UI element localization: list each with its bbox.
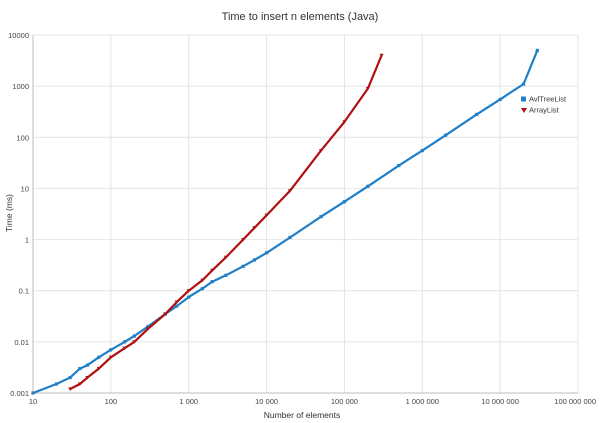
data-point <box>77 382 82 386</box>
data-point <box>366 184 370 188</box>
data-point <box>132 334 136 338</box>
tick-labels: 0.001 0.01 0.1 1 10 100 1000 10000 10 100 1 000 10 … <box>8 31 596 406</box>
y-tick-label: 0.1 <box>19 287 29 296</box>
data-point <box>146 324 150 329</box>
data-point <box>163 312 168 317</box>
grid-lines <box>32 34 579 394</box>
legend-swatch <box>521 96 526 102</box>
x-tick-label: 1 000 <box>179 397 198 406</box>
data-point <box>109 348 113 352</box>
x-tick-label: 1 000 000 <box>406 397 439 406</box>
data-point <box>200 278 205 283</box>
y-axis-title: Time (ms) <box>4 194 14 232</box>
data-point <box>397 163 401 168</box>
x-tick-label: 10 <box>29 397 37 406</box>
x-axis-title: Number of elements <box>264 410 341 420</box>
legend-swatch <box>521 108 527 113</box>
x-tick-label: 10 000 <box>255 397 278 406</box>
data-point <box>132 340 137 344</box>
data-point <box>187 295 191 299</box>
series-line <box>32 49 539 395</box>
data-point <box>210 268 215 273</box>
data-point <box>342 200 347 204</box>
data-point <box>264 213 269 218</box>
data-point <box>318 148 323 153</box>
data-point <box>521 82 526 86</box>
series-line <box>69 54 383 390</box>
legend-label: AvlTreeList <box>529 95 567 104</box>
data-point <box>186 289 191 293</box>
y-tick-label: 100 <box>16 133 29 142</box>
data-point <box>319 215 323 219</box>
data-point <box>264 251 269 255</box>
series-layer <box>31 48 539 395</box>
data-point <box>241 237 246 242</box>
data-point <box>78 366 82 371</box>
data-point <box>68 376 72 380</box>
data-point <box>252 258 257 262</box>
y-tick-label: 10000 <box>8 31 29 40</box>
data-point <box>241 264 245 268</box>
x-tick-label: 100 <box>105 397 118 406</box>
x-tick-label: 100 000 <box>331 397 358 406</box>
data-point <box>252 226 257 230</box>
y-tick-label: 0.001 <box>10 389 29 398</box>
data-point <box>175 304 179 308</box>
data-point <box>288 235 292 240</box>
x-tick-label: 10 000 000 <box>481 397 519 406</box>
data-point <box>535 48 539 52</box>
data-point <box>85 376 90 380</box>
data-point <box>224 273 228 277</box>
data-point <box>475 112 479 117</box>
series-arraylist <box>68 53 384 391</box>
y-tick-label: 1 <box>25 236 29 245</box>
data-point <box>420 148 424 153</box>
x-tick-label: 100 000 000 <box>554 397 596 406</box>
data-point <box>85 363 90 367</box>
y-tick-label: 1000 <box>12 82 29 91</box>
chart-title: Time to insert n elements (Java) <box>222 11 379 23</box>
data-point <box>122 340 127 344</box>
data-point <box>223 255 228 260</box>
data-point <box>288 189 293 193</box>
axes <box>32 35 578 394</box>
data-point <box>96 366 101 371</box>
data-point <box>68 387 73 391</box>
data-point <box>444 133 448 137</box>
data-point <box>146 327 151 331</box>
y-tick-label: 0.01 <box>14 338 29 347</box>
data-point <box>174 300 179 305</box>
data-point <box>365 86 370 91</box>
data-point <box>108 355 113 360</box>
data-point <box>31 391 35 395</box>
data-point <box>342 120 347 124</box>
data-point <box>97 355 101 359</box>
data-point <box>122 346 127 351</box>
legend: AvlTreeList ArrayList <box>521 95 567 115</box>
series-avltreelist <box>31 48 539 395</box>
y-tick-label: 10 <box>21 184 29 193</box>
data-point <box>54 382 59 386</box>
data-point <box>498 97 502 102</box>
legend-label: ArrayList <box>529 106 560 115</box>
data-point <box>200 286 205 291</box>
data-point <box>379 53 384 58</box>
data-point <box>210 280 214 284</box>
